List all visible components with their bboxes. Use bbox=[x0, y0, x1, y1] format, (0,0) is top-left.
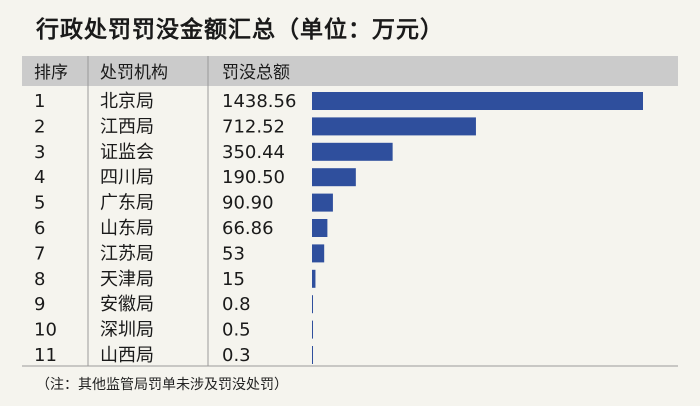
agency-label: 山东局 bbox=[100, 218, 154, 239]
header-rank: 排序 bbox=[34, 63, 68, 83]
rank-label: 2 bbox=[34, 116, 45, 137]
agency-label: 江西局 bbox=[100, 116, 154, 137]
value-bar bbox=[312, 295, 313, 314]
agency-label: 广东局 bbox=[100, 193, 154, 214]
value-label: 15 bbox=[222, 269, 245, 290]
chart-title: 行政处罚罚没金额汇总（单位：万元） bbox=[36, 17, 444, 43]
rank-label: 7 bbox=[34, 243, 45, 264]
rank-label: 10 bbox=[34, 320, 57, 341]
value-label: 0.8 bbox=[222, 294, 251, 315]
value-bar bbox=[312, 92, 643, 110]
agency-label: 北京局 bbox=[100, 91, 154, 112]
rank-label: 9 bbox=[34, 294, 45, 315]
value-bar bbox=[312, 244, 325, 263]
value-label: 712.52 bbox=[222, 116, 285, 137]
header-band bbox=[22, 56, 678, 86]
agency-label: 天津局 bbox=[100, 269, 154, 290]
agency-label: 深圳局 bbox=[100, 320, 154, 341]
agency-label: 山西局 bbox=[100, 345, 154, 366]
rank-label: 11 bbox=[34, 345, 57, 366]
value-bar bbox=[312, 142, 393, 161]
data-rows: 1 北京局 1438.56 2 江西局 712.52 3 证监会 350.44 4 四川局 190.5… bbox=[34, 91, 643, 366]
rank-label: 4 bbox=[34, 167, 45, 188]
value-bar bbox=[312, 193, 333, 212]
agency-label: 江苏局 bbox=[100, 243, 154, 264]
header-amount: 罚没总额 bbox=[222, 63, 290, 83]
value-label: 90.90 bbox=[222, 193, 274, 214]
agency-label: 证监会 bbox=[100, 142, 154, 163]
agency-label: 四川局 bbox=[100, 167, 154, 188]
header-agency: 处罚机构 bbox=[100, 63, 168, 83]
value-label: 1438.56 bbox=[222, 91, 296, 112]
value-label: 0.3 bbox=[222, 345, 251, 366]
value-bar bbox=[312, 219, 328, 237]
value-label: 53 bbox=[222, 243, 245, 264]
rank-label: 6 bbox=[34, 218, 45, 239]
value-bar bbox=[312, 269, 316, 288]
rank-label: 5 bbox=[34, 193, 45, 214]
footnote: （注：其他监管局罚单未涉及罚没处罚） bbox=[36, 377, 288, 393]
rank-label: 1 bbox=[34, 91, 45, 112]
value-bar bbox=[312, 168, 356, 187]
rank-label: 8 bbox=[34, 269, 45, 290]
value-bar bbox=[312, 320, 313, 339]
value-label: 190.50 bbox=[222, 167, 285, 188]
value-label: 0.5 bbox=[222, 320, 251, 341]
value-bar bbox=[312, 346, 313, 364]
value-label: 66.86 bbox=[222, 218, 274, 239]
value-label: 350.44 bbox=[222, 142, 285, 163]
value-bar bbox=[312, 117, 476, 136]
rank-label: 3 bbox=[34, 142, 45, 163]
agency-label: 安徽局 bbox=[100, 294, 154, 315]
